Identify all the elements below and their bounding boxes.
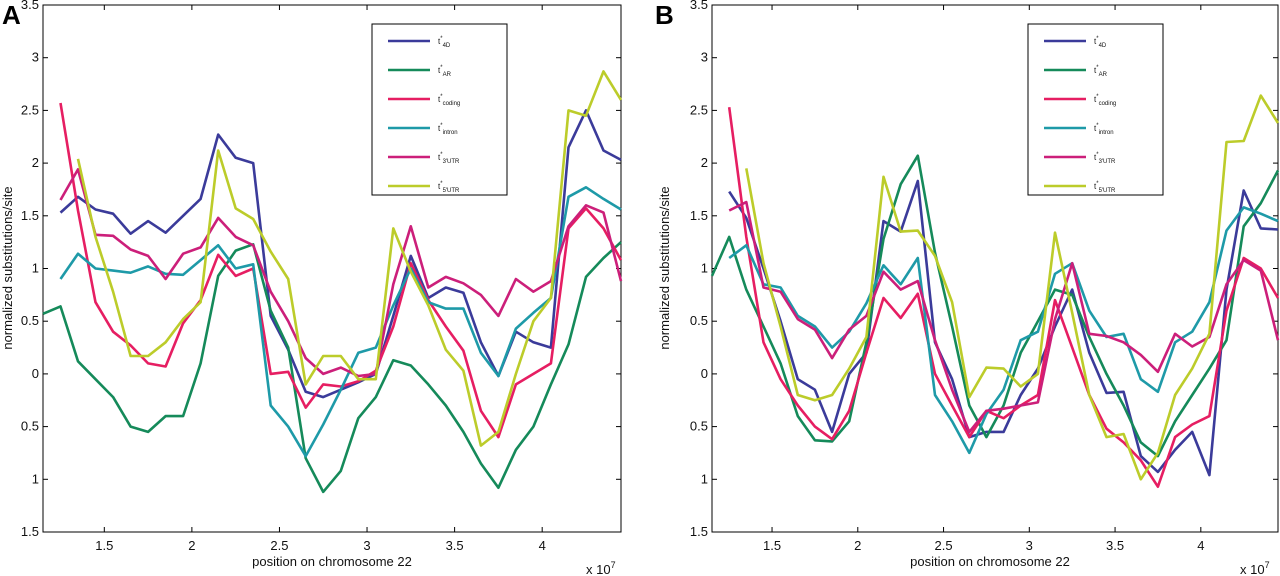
legend-label: t*intron [1094, 123, 1114, 136]
series-line-4d [728, 179, 1279, 477]
series-line-intron [59, 186, 622, 458]
series-line-5utr [745, 94, 1280, 481]
legend-items-a: t*4D t*AR t*coding t*intron t*3'UTR t*5'UTR [388, 36, 460, 194]
legend-b: t*4D t*AR t*coding t*intron t*3'UTR t*5'UTR [1027, 23, 1164, 196]
y-tick-label: 3.5 [690, 0, 708, 12]
legend-items-b: t*4D t*AR t*coding t*intron t*3'UTR t*5'UTR [1044, 36, 1116, 194]
x-axis-b: 1.5 2 2.5 3 3.5 4 [763, 5, 1204, 553]
x-tick-label: 2.5 [935, 538, 953, 553]
chart-panel-a: A 1.5 1 0.5 0 0.5 1 1.5 2 2.5 3 3.5 1.5 2 2.5 3 3.5 4 n… [0, 0, 623, 576]
x-tick-label: 2 [854, 538, 861, 553]
x-tick-label: 3 [363, 538, 370, 553]
x-multiplier-exp-a: 7 [611, 560, 616, 570]
series-layer-b [710, 94, 1280, 489]
legend-a: t*4D t*AR t*coding t*intron t*3'UTR t*5'UTR [371, 23, 508, 196]
legend-label: t*5'UTR [1094, 181, 1116, 194]
x-tick-label: 3.5 [1106, 538, 1124, 553]
legend-box-a [371, 23, 508, 196]
x-multiplier-base-a: x 10 [586, 562, 611, 576]
x-multiplier-b: x 107 [1240, 560, 1270, 576]
legend-label: t*3'UTR [438, 152, 460, 165]
legend-label: t*3'UTR [1094, 152, 1116, 165]
series-layer-a [42, 70, 623, 494]
x-tick-label: 3 [1026, 538, 1033, 553]
y-axis-a: 1.5 1 0.5 0 0.5 1 1.5 2 2.5 3 3.5 [21, 0, 621, 539]
legend-label: t*4D [1094, 36, 1107, 49]
y-tick-label: 0.5 [21, 313, 39, 328]
y-axis-label-b: normalized substitutions/site [657, 186, 672, 349]
y-tick-label: 1.5 [690, 208, 708, 223]
series-line-5utr [76, 70, 623, 447]
x-tick-label: 4 [1197, 538, 1204, 553]
y-tick-label: 1.5 [21, 524, 39, 539]
legend-label: t*intron [438, 123, 458, 136]
series-line-ar [42, 241, 622, 494]
x-tick-label: 1.5 [95, 538, 113, 553]
x-tick-label: 1.5 [763, 538, 781, 553]
x-multiplier-exp-b: 7 [1265, 560, 1270, 570]
x-multiplier-a: x 107 [586, 560, 616, 576]
legend-box-b [1027, 23, 1164, 196]
y-tick-label: 0.5 [21, 419, 39, 434]
x-tick-label: 3.5 [446, 538, 464, 553]
chart-panel-b: B 1.5 1 0.5 0 0.5 1 1.5 2 2.5 3 3.5 1.5 2 2.5 3 3.5 4 n… [655, 0, 1280, 576]
y-tick-label: 3.5 [21, 0, 39, 12]
legend-label: t*coding [438, 94, 460, 107]
panel-letter-b: B [655, 0, 674, 30]
x-axis-label-a: position on chromosome 22 [252, 554, 412, 569]
series-line-3utr [728, 200, 1280, 434]
y-tick-label: 2 [701, 155, 708, 170]
y-tick-label: 0 [701, 366, 708, 381]
series-line-ar [710, 154, 1280, 458]
plot-frame-a [42, 4, 622, 533]
panel-letter-a: A [2, 0, 21, 30]
y-tick-label: 3 [701, 50, 708, 65]
legend-label: t*4D [438, 36, 451, 49]
y-tick-label: 0.5 [690, 419, 708, 434]
x-multiplier-base-b: x 10 [1240, 562, 1265, 576]
y-tick-label: 1 [32, 471, 39, 486]
x-tick-label: 2 [188, 538, 195, 553]
y-tick-label: 1.5 [690, 524, 708, 539]
y-tick-label: 2 [32, 155, 39, 170]
y-tick-label: 2.5 [21, 102, 39, 117]
y-tick-label: 3 [32, 50, 39, 65]
x-tick-label: 4 [539, 538, 546, 553]
y-tick-label: 1 [701, 261, 708, 276]
y-tick-label: 1 [701, 471, 708, 486]
y-tick-label: 0 [32, 366, 39, 381]
y-tick-label: 2.5 [690, 102, 708, 117]
series-line-intron [728, 206, 1279, 455]
y-tick-label: 1.5 [21, 208, 39, 223]
x-axis-label-b: position on chromosome 22 [910, 554, 1070, 569]
legend-label: t*AR [438, 65, 452, 78]
x-tick-label: 2.5 [270, 538, 288, 553]
y-tick-label: 0.5 [690, 313, 708, 328]
plot-frame-b [711, 4, 1279, 533]
series-line-coding [59, 102, 623, 439]
y-axis-b: 1.5 1 0.5 0 0.5 1 1.5 2 2.5 3 3.5 [690, 0, 1278, 539]
legend-label: t*AR [1094, 65, 1108, 78]
legend-label: t*coding [1094, 94, 1116, 107]
series-line-coding [727, 107, 1280, 489]
y-tick-label: 1 [32, 261, 39, 276]
y-axis-label-a: normalized substitutions/site [0, 186, 15, 349]
x-axis-a: 1.5 2 2.5 3 3.5 4 [95, 5, 546, 553]
legend-label: t*5'UTR [438, 181, 460, 194]
series-line-3utr [59, 168, 623, 378]
